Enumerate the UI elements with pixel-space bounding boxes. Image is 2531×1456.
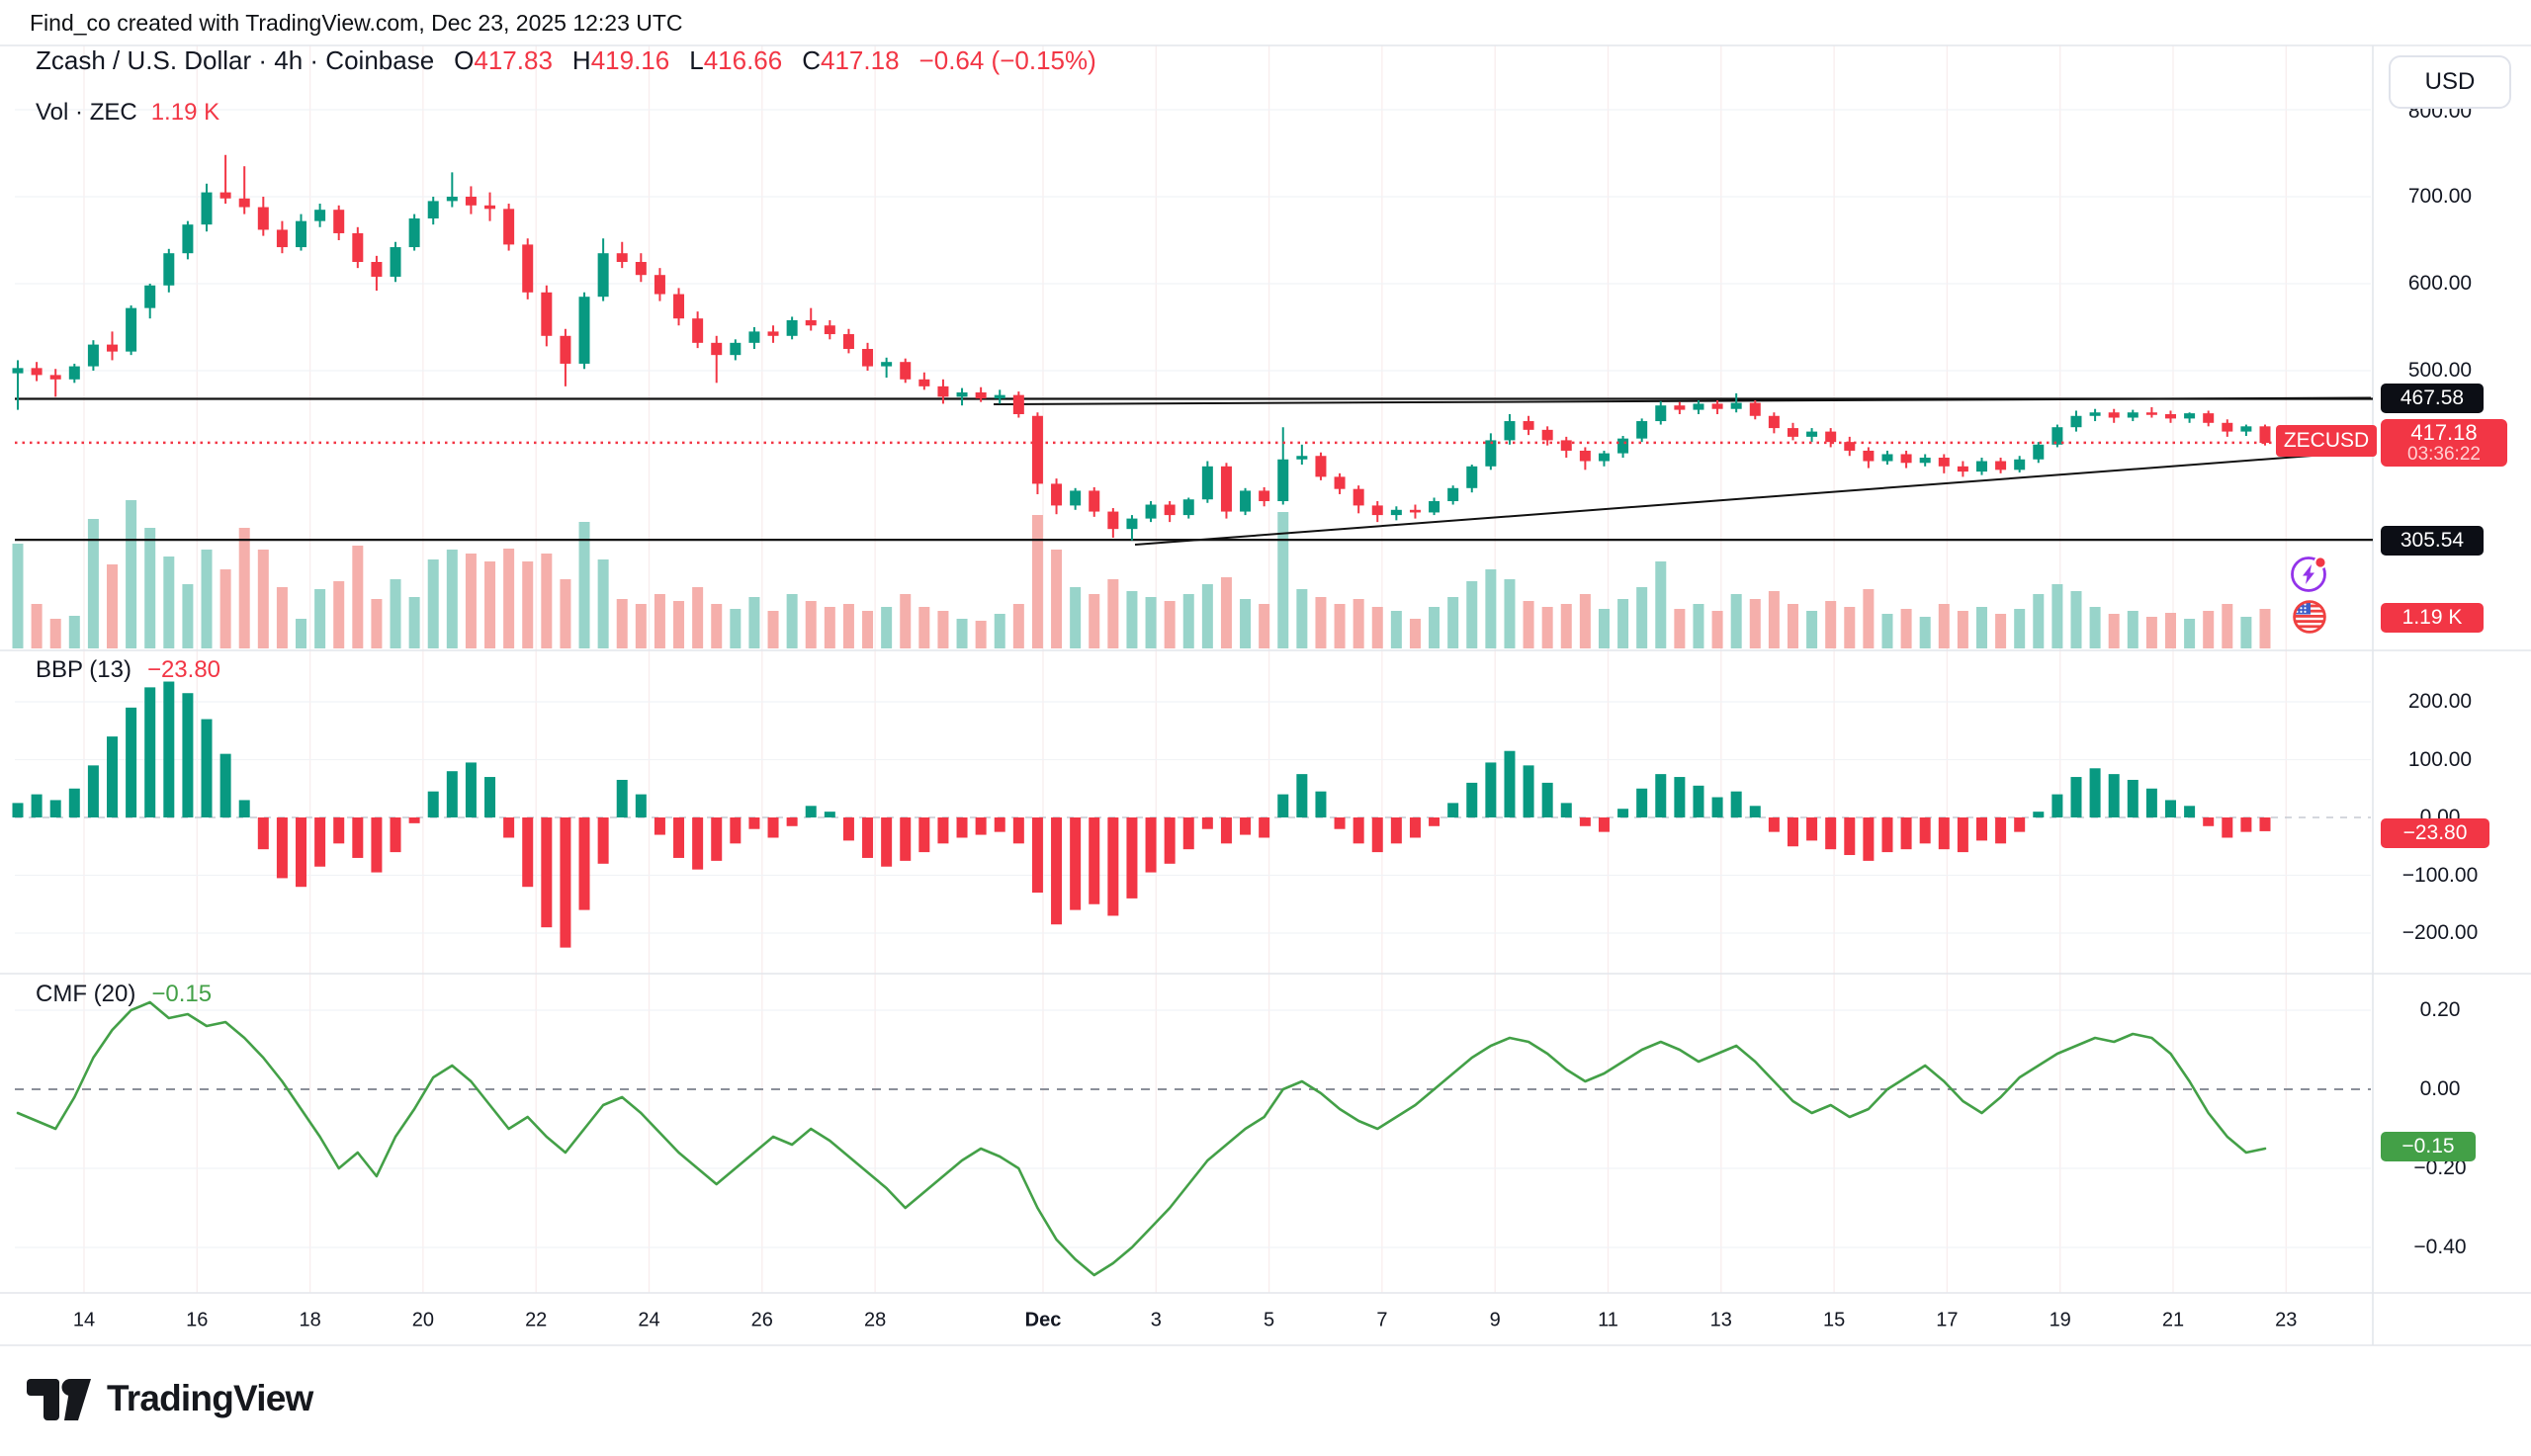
last-price-value: 417.18 <box>2410 420 2478 446</box>
bar-countdown: 03:36:22 <box>2407 443 2481 465</box>
open-value: 417.83 <box>474 45 553 75</box>
bbp-value: −23.80 <box>146 656 221 683</box>
time-axis-label: Dec <box>1024 1309 1062 1331</box>
tradingview-logo[interactable]: TradingView <box>26 1374 313 1423</box>
time-axis-label: 16 <box>186 1309 209 1331</box>
time-axis-label: 24 <box>638 1309 660 1331</box>
cmf-value: −0.15 <box>151 981 213 1007</box>
time-axis-label: 15 <box>1822 1309 1846 1331</box>
lightning-ideas-icon[interactable] <box>2286 552 2331 597</box>
price-axis-label: 700.00 <box>2407 185 2473 208</box>
time-scale[interactable] <box>0 1295 2373 1346</box>
cmf-axis-label: −0.20 <box>2413 1156 2467 1179</box>
time-axis-label: 14 <box>72 1309 96 1331</box>
low-value: 416.66 <box>703 45 783 75</box>
volume-axis-badge: 1.19 K <box>2381 603 2484 633</box>
bbp-axis-label: −100.00 <box>2401 863 2479 887</box>
change-value: −0.64 (−0.15%) <box>918 45 1096 75</box>
bbp-legend-row[interactable]: BBP (13) −23.80 <box>36 656 220 684</box>
cmf-label: CMF (20) <box>36 981 136 1007</box>
time-axis-label: 18 <box>299 1309 321 1331</box>
symbol-legend-row[interactable]: Zcash / U.S. Dollar · 4h · Coinbase O417.… <box>36 45 1096 76</box>
time-axis-label: 20 <box>411 1309 435 1331</box>
time-axis-label: 19 <box>2049 1309 2071 1331</box>
price-axis-label: 500.00 <box>2407 359 2473 382</box>
bbp-axis-label: 200.00 <box>2407 690 2473 713</box>
time-axis-label: 3 <box>1150 1309 1162 1331</box>
low-label: L <box>689 45 704 75</box>
time-axis-label: 28 <box>863 1309 887 1331</box>
tradingview-logo-text: TradingView <box>107 1378 313 1418</box>
bbp-axis-badge: −23.80 <box>2381 818 2489 848</box>
time-axis-label: 7 <box>1376 1309 1388 1331</box>
time-axis-label: 26 <box>750 1309 773 1331</box>
price-axis-label: 600.00 <box>2407 272 2473 295</box>
close-value: 417.18 <box>821 45 900 75</box>
symbol-title: Zcash / U.S. Dollar · 4h · Coinbase <box>36 45 435 75</box>
cmf-axis-label: 0.20 <box>2419 998 2461 1021</box>
volume-legend-row[interactable]: Vol · ZEC 1.19 K <box>36 99 219 127</box>
cmf-axis-label: 0.00 <box>2419 1077 2461 1100</box>
time-axis-label: 9 <box>1489 1309 1501 1331</box>
price-level-badge-lower: 305.54 <box>2381 526 2484 556</box>
time-axis-label: 13 <box>1709 1309 1732 1331</box>
open-label: O <box>454 45 475 75</box>
cmf-axis-badge: −0.15 <box>2381 1132 2476 1161</box>
cmf-axis-label: −0.40 <box>2413 1236 2467 1258</box>
time-axis-label: 5 <box>1264 1309 1275 1331</box>
time-axis-label: 22 <box>525 1309 548 1331</box>
us-flag-icon[interactable] <box>2288 595 2331 639</box>
watermark-title: Find_co created with TradingView.com, De… <box>30 10 683 36</box>
symbol-price-label-badge: ZECUSD <box>2276 425 2377 457</box>
time-axis-label: 21 <box>2161 1309 2185 1331</box>
volume-label: Vol · ZEC <box>36 99 137 126</box>
time-axis-label: 23 <box>2275 1309 2298 1331</box>
bbp-label: BBP (13) <box>36 656 131 683</box>
time-axis-label: 11 <box>1598 1309 1618 1331</box>
tradingview-logo-glyph <box>27 1379 91 1420</box>
high-label: H <box>571 45 591 75</box>
high-value: 419.16 <box>590 45 670 75</box>
close-label: C <box>802 45 822 75</box>
currency-toggle-button[interactable]: USD <box>2389 55 2511 109</box>
bbp-axis-label: 100.00 <box>2407 747 2473 771</box>
time-axis-label: 17 <box>1936 1309 1959 1331</box>
cmf-legend-row[interactable]: CMF (20) −0.15 <box>36 981 212 1008</box>
last-price-badge: 417.18 03:36:22 <box>2381 419 2507 467</box>
bbp-axis-label: −200.00 <box>2401 921 2479 944</box>
volume-value: 1.19 K <box>150 99 220 126</box>
price-level-badge-upper: 467.58 <box>2381 384 2484 413</box>
